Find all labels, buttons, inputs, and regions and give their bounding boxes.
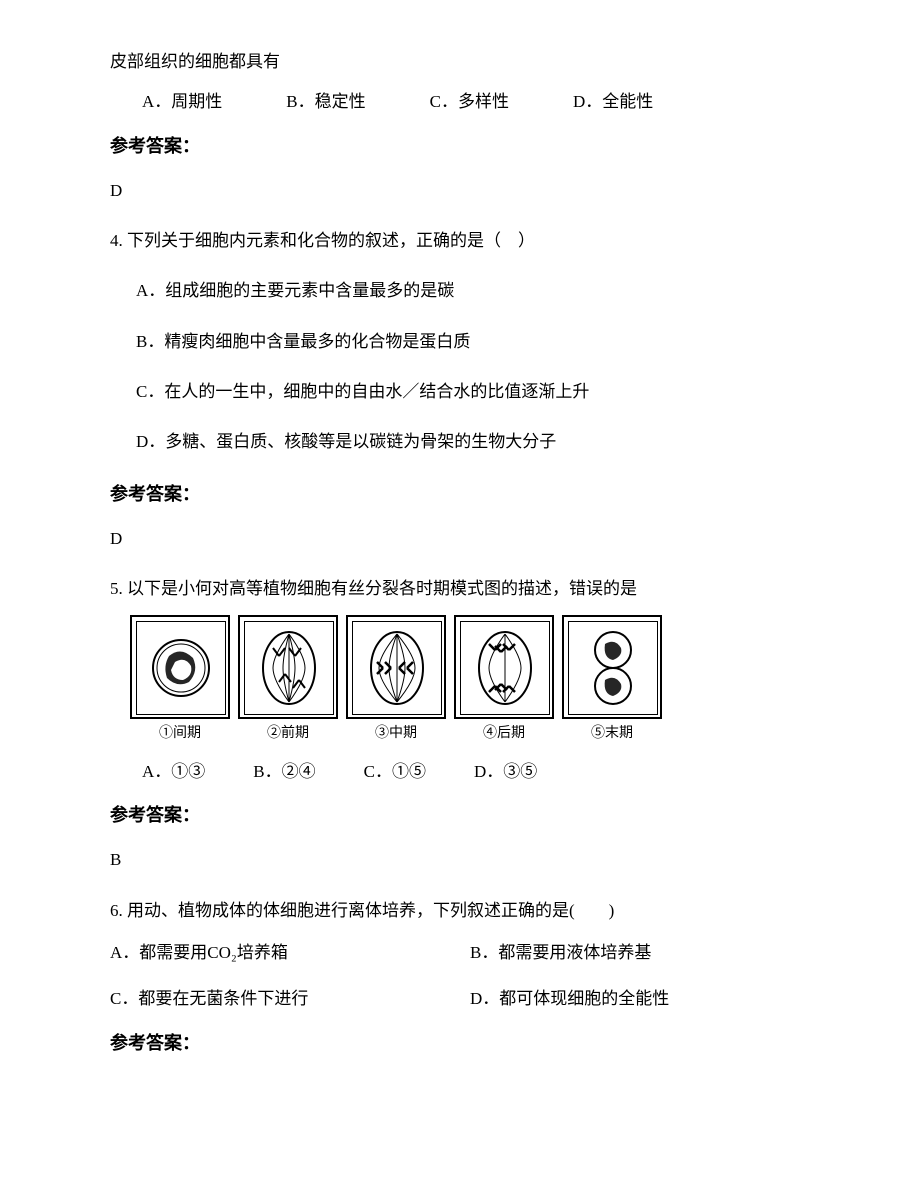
- q5-option-d: D．③⑤: [474, 756, 537, 788]
- q4-option-d: D．多糖、蛋白质、核酸等是以碳链为骨架的生物大分子: [110, 426, 810, 458]
- phase-label-2: ②前期: [238, 721, 338, 748]
- prophase-icon: [249, 626, 329, 710]
- q5-option-c: C．①⑤: [364, 756, 426, 788]
- q5-options: A．①③ B．②④ C．①⑤ D．③⑤: [110, 756, 810, 788]
- phase-label-5: ⑤末期: [562, 721, 662, 748]
- phase-frame: [454, 615, 554, 719]
- q5-answer: B: [110, 844, 810, 876]
- phase-box-interphase: ①间期: [130, 615, 230, 748]
- q6-option-d: D．都可体现细胞的全能性: [470, 983, 810, 1015]
- metaphase-icon: [357, 626, 437, 710]
- q3-answer: D: [110, 175, 810, 207]
- phase-box-telophase: ⑤末期: [562, 615, 662, 748]
- q6-option-c: C．都要在无菌条件下进行: [110, 983, 450, 1015]
- page-root: 皮部组织的细胞都具有 A．周期性 B．稳定性 C．多样性 D．全能性 参考答案：…: [0, 0, 920, 1191]
- q3-stem-tail: 皮部组织的细胞都具有: [110, 46, 810, 78]
- q5-option-a: A．①③: [142, 756, 205, 788]
- q4-stem: 4. 下列关于细胞内元素和化合物的叙述，正确的是（ ）: [110, 225, 810, 257]
- q4-answer-label: 参考答案：: [110, 477, 810, 511]
- q6-stem: 6. 用动、植物成体的体细胞进行离体培养，下列叙述正确的是( ): [110, 895, 810, 927]
- phase-label-3: ③中期: [346, 721, 446, 748]
- q3-option-c: C．多样性: [430, 86, 509, 118]
- q4-option-c: C．在人的一生中，细胞中的自由水／结合水的比值逐渐上升: [110, 376, 810, 408]
- phase-inner: [460, 621, 550, 715]
- phase-inner: [244, 621, 334, 715]
- phase-box-metaphase: ③中期: [346, 615, 446, 748]
- phase-label-1: ①间期: [130, 721, 230, 748]
- q3-answer-label: 参考答案：: [110, 129, 810, 163]
- q3-options: A．周期性 B．稳定性 C．多样性 D．全能性: [110, 86, 810, 118]
- q5-stem: 5. 以下是小何对高等植物细胞有丝分裂各时期模式图的描述，错误的是: [110, 573, 810, 605]
- phase-label-4: ④后期: [454, 721, 554, 748]
- q6-answer-label: 参考答案：: [110, 1026, 810, 1060]
- q6-option-a: A．都需要用CO₂培养箱: [110, 937, 450, 969]
- q3-option-a: A．周期性: [142, 86, 222, 118]
- q6-options: A．都需要用CO₂培养箱 B．都需要用液体培养基 C．都要在无菌条件下进行 D．…: [110, 937, 810, 1016]
- phase-inner: [136, 621, 226, 715]
- q4-option-a: A．组成细胞的主要元素中含量最多的是碳: [110, 275, 810, 307]
- phase-inner: [568, 621, 658, 715]
- q3-option-d: D．全能性: [573, 86, 653, 118]
- phase-frame: [562, 615, 662, 719]
- phase-box-anaphase: ④后期: [454, 615, 554, 748]
- telophase-icon: [573, 626, 653, 710]
- q4-option-b: B．精瘦肉细胞中含量最多的化合物是蛋白质: [110, 326, 810, 358]
- interphase-icon: [141, 626, 221, 710]
- phase-box-prophase: ②前期: [238, 615, 338, 748]
- q5-answer-label: 参考答案：: [110, 798, 810, 832]
- phase-frame: [130, 615, 230, 719]
- q6-option-b: B．都需要用液体培养基: [470, 937, 810, 969]
- q5-option-b: B．②④: [253, 756, 315, 788]
- phase-frame: [238, 615, 338, 719]
- q3-option-b: B．稳定性: [286, 86, 365, 118]
- anaphase-icon: [465, 626, 545, 710]
- q5-diagram-row: ①间期: [130, 615, 810, 748]
- phase-inner: [352, 621, 442, 715]
- q4-answer: D: [110, 523, 810, 555]
- phase-frame: [346, 615, 446, 719]
